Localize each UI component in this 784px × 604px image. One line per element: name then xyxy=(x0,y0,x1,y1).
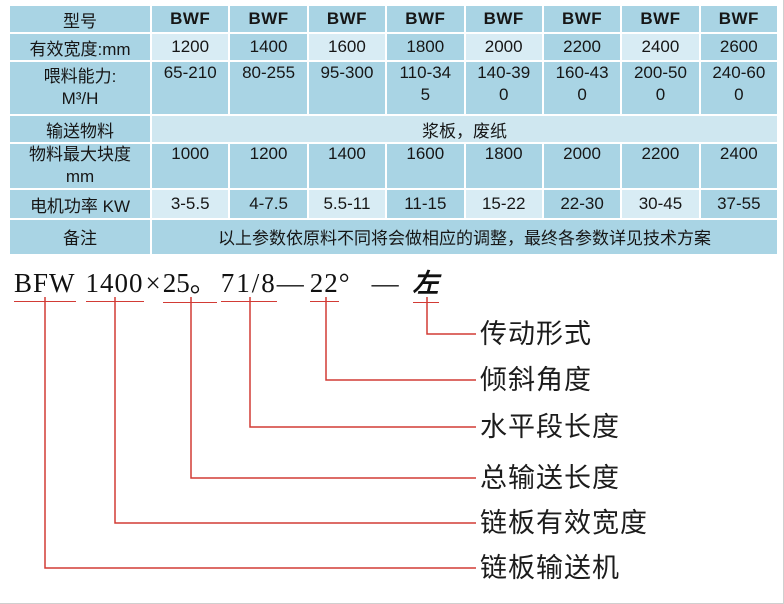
lump-cell: 2400 xyxy=(700,144,777,189)
capacity-cell: 240-60 0 xyxy=(700,62,777,114)
table-row-capacity: 喂料能力: M³/H 65-210 80-255 95-300 110-34 5… xyxy=(10,62,777,114)
dash: — xyxy=(276,268,304,298)
power-cell: 37-55 xyxy=(700,190,777,219)
table-row-material: 输送物料 浆板，废纸 xyxy=(10,116,777,142)
remark-cell: 以上参数依原料不同将会做相应的调整，最终各参数详见技术方案 xyxy=(152,220,777,255)
model-horizontal-length: 71/8 xyxy=(220,268,277,302)
lump-cell: 1800 xyxy=(465,144,542,189)
material-cell: 浆板，废纸 xyxy=(152,116,777,142)
power-cell: 22-30 xyxy=(543,190,621,219)
table-row-power: 电机功率 KW 3-5.5 4-7.5 5.5-11 11-15 15-22 2… xyxy=(10,190,777,219)
capacity-cell: 65-210 xyxy=(152,62,229,114)
lump-cell: 1600 xyxy=(387,144,464,189)
model-cell: BWF xyxy=(700,6,777,32)
power-cell: 30-45 xyxy=(622,190,699,219)
row-label-capacity: 喂料能力: M³/H xyxy=(10,62,150,114)
callout-line-series xyxy=(44,297,476,569)
width-cell: 1200 xyxy=(152,34,229,60)
capacity-cell: 160-43 0 xyxy=(543,62,621,114)
callout-label-conveyor: 链板输送机 xyxy=(480,553,620,583)
table-row-width: 有效宽度:mm 1200 1400 1600 1800 2000 2200 24… xyxy=(10,34,777,60)
capacity-cell: 110-34 5 xyxy=(387,62,464,114)
callout-line-angle xyxy=(325,297,476,381)
lump-cell: 2200 xyxy=(622,144,699,189)
row-label-remark: 备注 xyxy=(10,220,150,255)
callout-line-width xyxy=(114,297,476,524)
model-cell: BWF xyxy=(152,6,229,32)
lump-cell: 1000 xyxy=(152,144,229,189)
power-cell: 3-5.5 xyxy=(152,190,229,219)
degree-sign: ° xyxy=(338,268,350,298)
power-cell: 5.5-11 xyxy=(308,190,386,219)
lump-cell: 1200 xyxy=(230,144,307,189)
capacity-cell: 95-300 xyxy=(308,62,386,114)
width-cell: 2400 xyxy=(622,34,699,60)
model-effective-width: 1400 xyxy=(85,268,144,302)
callout-label-incline-angle: 倾斜角度 xyxy=(480,365,592,395)
width-cell: 1400 xyxy=(230,34,307,60)
width-cell: 2000 xyxy=(465,34,542,60)
capacity-cell: 80-255 xyxy=(230,62,307,114)
model-total-length: 25。 xyxy=(162,261,217,303)
callout-line-total-length xyxy=(190,297,476,479)
width-cell: 1600 xyxy=(308,34,386,60)
power-cell: 11-15 xyxy=(387,190,464,219)
callout-label-horizontal-length: 水平段长度 xyxy=(480,412,620,442)
dash: — xyxy=(371,268,399,298)
callout-label-effective-width: 链板有效宽度 xyxy=(480,508,648,538)
callout-line-horizontal xyxy=(249,297,476,428)
model-incline-angle: 22 xyxy=(309,268,339,302)
model-cell: BWF xyxy=(543,6,621,32)
power-cell: 4-7.5 xyxy=(230,190,307,219)
power-cell: 15-22 xyxy=(465,190,542,219)
capacity-cell: 140-39 0 xyxy=(465,62,542,114)
width-cell: 1800 xyxy=(387,34,464,60)
model-series: BFW xyxy=(14,268,76,302)
model-drive-side: 左 xyxy=(412,263,439,303)
width-cell: 2600 xyxy=(700,34,777,60)
table-row-model: 型号 BWF BWF BWF BWF BWF BWF BWF BWF xyxy=(10,6,777,32)
row-label-lump: 物料最大块度 mm xyxy=(10,144,150,189)
model-cell: BWF xyxy=(308,6,386,32)
row-label-width: 有效宽度:mm xyxy=(10,34,150,60)
lump-cell: 1400 xyxy=(308,144,386,189)
lump-cell: 2000 xyxy=(543,144,621,189)
callout-label-drive-type: 传动形式 xyxy=(480,319,592,349)
row-label-model: 型号 xyxy=(10,6,150,32)
model-cell: BWF xyxy=(465,6,542,32)
model-cell: BWF xyxy=(622,6,699,32)
model-designation: BFW 1400 × 25。 71/8—22 ° — 左 xyxy=(14,261,439,303)
multiply-sign: × xyxy=(145,268,161,298)
table-row-remark: 备注 以上参数依原料不同将会做相应的调整，最终各参数详见技术方案 xyxy=(10,220,777,255)
model-cell: BWF xyxy=(387,6,464,32)
spec-table: 型号 BWF BWF BWF BWF BWF BWF BWF BWF 有效宽度:… xyxy=(8,4,779,256)
width-cell: 2200 xyxy=(543,34,621,60)
callout-label-total-length: 总输送长度 xyxy=(480,463,620,493)
table-row-lump: 物料最大块度 mm 1000 1200 1400 1600 1800 2000 … xyxy=(10,144,777,189)
model-cell: BWF xyxy=(230,6,307,32)
capacity-cell: 200-50 0 xyxy=(622,62,699,114)
row-label-material: 输送物料 xyxy=(10,116,150,142)
row-label-power: 电机功率 KW xyxy=(10,190,150,219)
